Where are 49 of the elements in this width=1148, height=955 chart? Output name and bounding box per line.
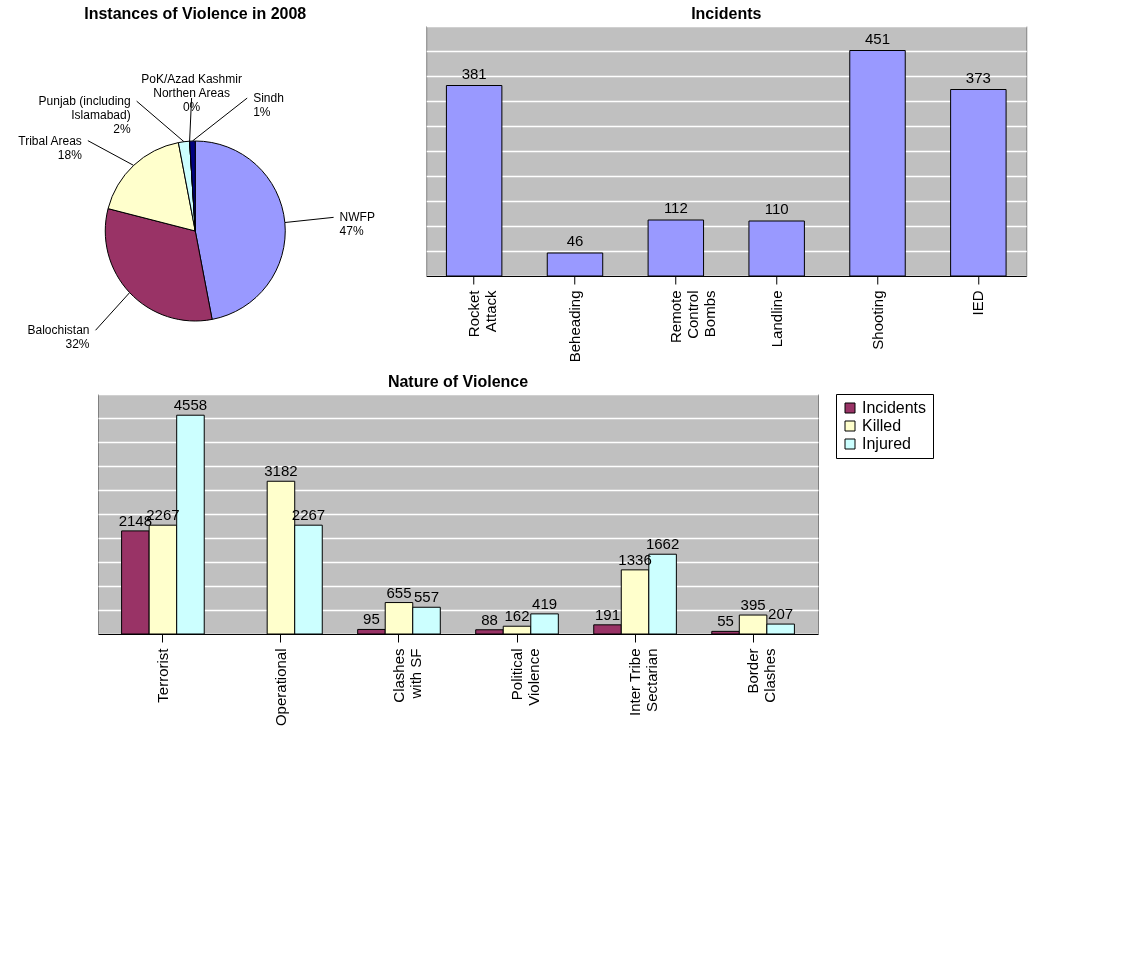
chart-title: Incidents: [691, 5, 762, 22]
data-label: 47%: [339, 224, 364, 239]
data-label: 88: [481, 610, 498, 628]
category-label: PoK/Azad Kashmir Northen Areas: [141, 72, 242, 101]
data-label: 112: [663, 199, 688, 216]
x-tick-label: Remote Control Bombs: [666, 290, 718, 344]
x-tick-label: Shooting: [868, 290, 886, 350]
data-label: 557: [414, 588, 440, 606]
data-label: 95: [363, 610, 380, 628]
data-label: 18%: [57, 147, 83, 162]
legend-label: Injured: [862, 435, 911, 452]
data-label: 3182: [264, 462, 298, 480]
legend-label: Killed: [862, 417, 902, 434]
data-label: 451: [864, 29, 891, 47]
data-label: 419: [532, 594, 558, 612]
data-label: 373: [965, 68, 991, 86]
x-tick-label: Operational: [271, 648, 289, 727]
data-label: 4558: [173, 396, 208, 414]
data-label: 162: [504, 607, 530, 625]
data-label: 46: [566, 232, 584, 249]
data-label: 191: [594, 605, 621, 623]
x-tick-label: IED: [969, 290, 987, 316]
x-tick-label: Inter Tribe Sectarian: [626, 648, 661, 717]
slice-label: Balochistan: [27, 323, 90, 338]
slice-label: NWFP: [339, 210, 375, 225]
slice-label: Punjab (including Islamabad): [38, 94, 131, 123]
text: 0%: [182, 100, 201, 115]
data-label: 110: [764, 200, 789, 217]
x-tick-label: Beheading: [565, 290, 583, 363]
data-label: 655: [386, 583, 412, 601]
data-label: 207: [768, 605, 794, 623]
data-label: 1%: [253, 105, 271, 120]
x-tick-label: Rocket Attack: [465, 289, 500, 338]
x-tick-label: Landline: [767, 290, 785, 348]
slice-label: Sindh: [253, 91, 284, 106]
data-label: 2%: [113, 122, 131, 137]
data-label: 1662: [645, 535, 680, 553]
data-label: 395: [740, 596, 766, 614]
data-label: 381: [461, 64, 487, 82]
chart-title: Instances of Violence in 2008: [84, 5, 307, 22]
slice-label: Tribal Areas: [18, 133, 82, 148]
legend-label: Incidents: [862, 399, 927, 416]
x-tick-label: Terrorist: [153, 647, 171, 703]
x-tick-label: Political Violence: [508, 648, 543, 706]
x-tick-label: Clashes with SF: [389, 648, 424, 703]
data-label: 32%: [65, 337, 90, 352]
chart-title: Nature of Violence: [387, 372, 529, 390]
x-tick-label: Border Clashes: [744, 648, 779, 703]
data-label: 55: [717, 612, 734, 630]
